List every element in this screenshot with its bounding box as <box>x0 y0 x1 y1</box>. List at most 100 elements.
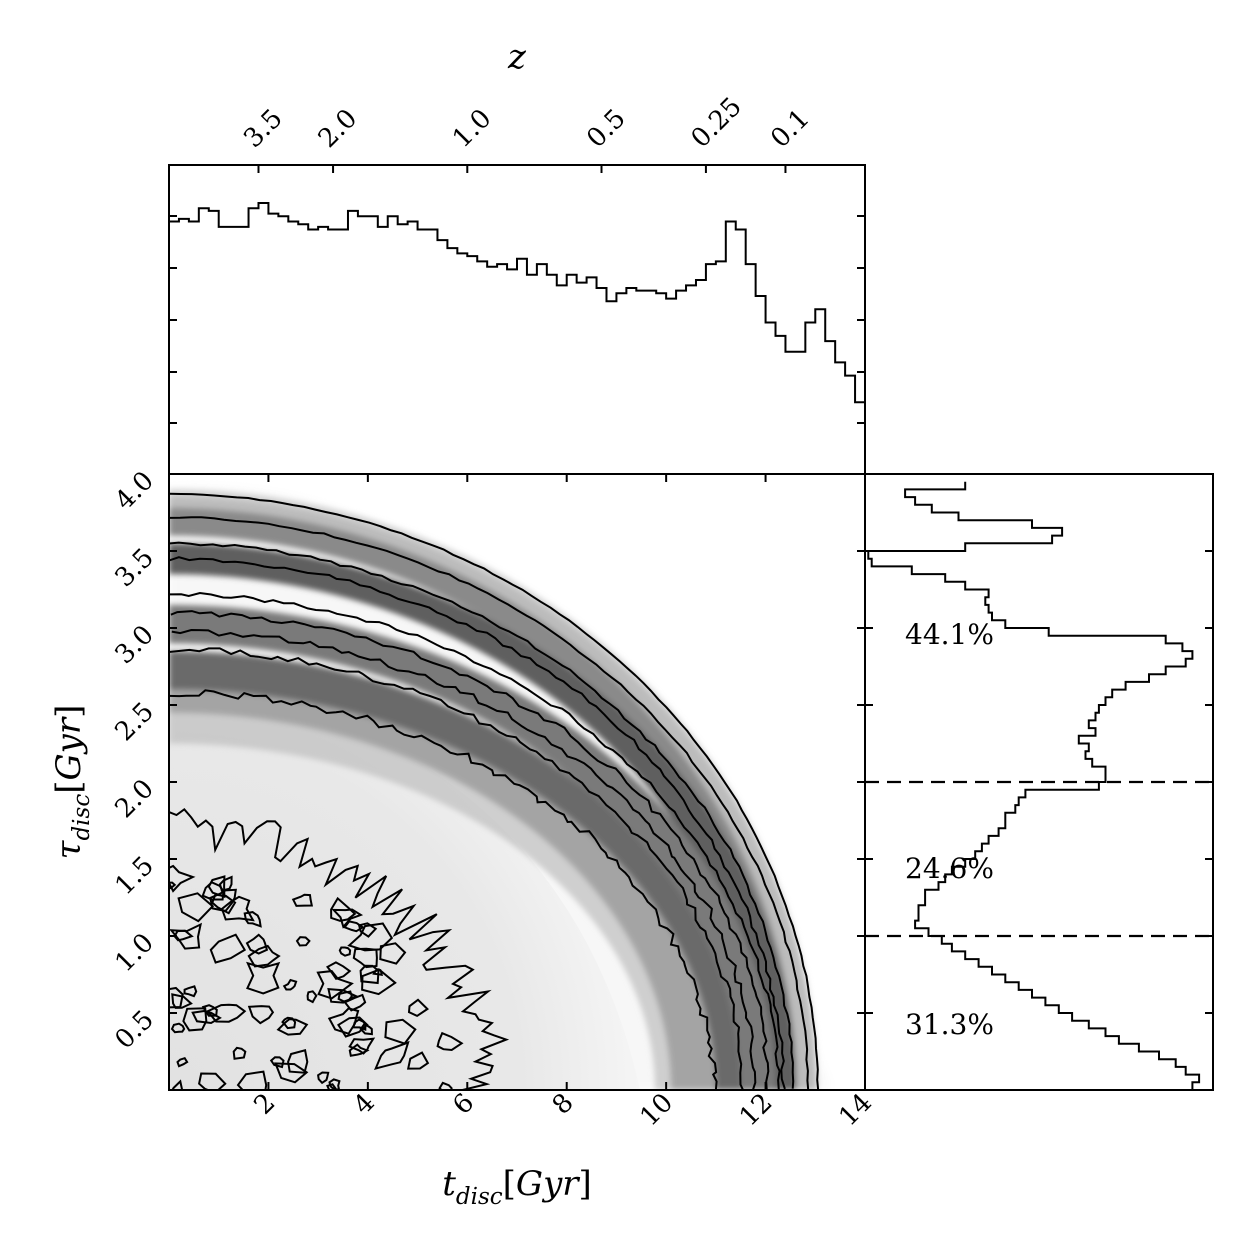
contour-blob <box>169 986 184 1009</box>
y-tick-labels: 0.5 1.0 1.5 2.0 2.5 3.0 3.5 4.0 <box>109 466 159 1055</box>
contour-blob <box>348 1043 370 1057</box>
right-histogram-panel: 44.1% 24.6% 31.3% <box>864 473 1214 1091</box>
density-ridge <box>169 604 776 1090</box>
contour-line <box>169 591 781 1090</box>
contour-blob <box>291 893 314 907</box>
right-panel-ticks <box>865 473 1213 1014</box>
contour-blob <box>171 1079 184 1090</box>
x-tick-label: 14 <box>833 1088 878 1133</box>
x-tick-labels: 2 4 6 8 10 12 14 <box>248 1088 877 1133</box>
contour-blob <box>338 946 352 957</box>
top-histogram-panel: 3.5 2.0 1.0 0.5 0.25 0.1 z <box>168 37 866 475</box>
contour-blob <box>246 961 281 995</box>
pct-label-top: 44.1% <box>905 618 994 651</box>
contour-line <box>169 647 745 1090</box>
z-tick-labels: 3.5 2.0 1.0 0.5 0.25 0.1 <box>238 92 815 154</box>
contour-line <box>169 492 820 1090</box>
pct-label-middle: 24.6% <box>905 852 994 885</box>
inner-contour-blobs <box>169 807 510 1090</box>
contour-blob <box>176 1057 189 1068</box>
contour-blob <box>438 1081 453 1090</box>
contour-blob <box>247 1005 275 1025</box>
y-tick-label: 4.0 <box>109 466 159 516</box>
contour-blob <box>406 1051 430 1070</box>
x-tick-label: 10 <box>634 1088 679 1133</box>
y-tick-label: 0.5 <box>109 1005 159 1055</box>
contour-blob <box>295 936 311 947</box>
contour-blob <box>182 1007 208 1032</box>
contour-blob <box>331 908 364 929</box>
contour-blob <box>274 1062 309 1084</box>
contour-blob <box>282 978 298 991</box>
density-contours <box>169 492 820 1090</box>
contour-blob <box>245 933 269 955</box>
y-tick-label: 1.0 <box>109 928 159 978</box>
contour-blob <box>326 1083 337 1090</box>
contour-blob <box>337 990 353 1003</box>
contour-blob <box>306 990 318 1004</box>
contour-line <box>170 610 770 1090</box>
contour-blob <box>170 1022 186 1034</box>
contour-blob <box>183 985 198 998</box>
contour-blob <box>330 896 357 922</box>
contour-blob <box>379 942 407 965</box>
contour-blob <box>218 875 233 892</box>
contour-blob <box>359 964 380 985</box>
y-tick-label: 1.5 <box>109 851 159 901</box>
contour-blob <box>327 1007 360 1035</box>
contour-blob <box>169 881 177 890</box>
right-dashed-lines <box>865 780 1213 938</box>
z-tick-label: 0.25 <box>686 92 748 154</box>
x-tick-label: 12 <box>734 1088 779 1133</box>
contour-blob <box>269 1056 285 1069</box>
contour-blob <box>372 968 383 977</box>
top-panel-ticks <box>169 165 865 424</box>
x-tick-label: 8 <box>547 1088 580 1121</box>
x-tick-label: 6 <box>447 1088 480 1121</box>
pct-label-bottom: 31.3% <box>905 1008 994 1041</box>
z-tick-label: 2.0 <box>313 103 363 153</box>
contour-blob <box>316 970 354 1000</box>
contour-blob <box>243 911 262 928</box>
contour-blob <box>325 961 352 980</box>
contour-line <box>171 628 757 1090</box>
top-panel-frame <box>168 164 866 475</box>
contour-blob <box>209 888 237 913</box>
right-panel-frame <box>864 473 1214 1091</box>
contour-blob <box>281 1016 297 1030</box>
z-tick-label: 0.5 <box>581 103 631 153</box>
contour-blob <box>171 993 193 1009</box>
contour-blob <box>436 1031 464 1052</box>
contour-blob <box>177 892 215 923</box>
contour-blob <box>206 1003 247 1023</box>
contour-blob <box>337 1016 369 1038</box>
main-density-panel: 2 4 6 8 10 12 14 0.5 1.0 1.5 2.0 2.5 3.0 3.5 4.0 tdis… <box>49 466 878 1210</box>
contour-line <box>169 689 718 1090</box>
z-tick-label: 1.0 <box>447 103 497 153</box>
contour-line <box>169 541 795 1089</box>
top-histogram-series <box>169 201 865 474</box>
contour-blob <box>343 920 365 933</box>
right-histogram-series <box>865 481 1201 1090</box>
contour-blob <box>373 1040 410 1070</box>
x-tick-label: 4 <box>348 1088 381 1121</box>
contour-blob <box>347 922 394 952</box>
x-tick-label: 2 <box>248 1088 281 1121</box>
contour-blob <box>232 1046 247 1060</box>
contour-line <box>169 556 786 1090</box>
z-axis-title: z <box>507 37 527 77</box>
contour-blob <box>198 1072 227 1090</box>
y-axis-title: τdisc[Gyr] <box>49 705 95 860</box>
y-tick-label: 3.0 <box>109 620 159 670</box>
z-tick-label: 3.5 <box>238 103 288 153</box>
y-tick-label: 3.5 <box>109 543 159 593</box>
contour-line <box>169 516 810 1090</box>
contour-blob <box>236 1070 268 1090</box>
x-axis-title: tdisc[Gyr] <box>442 1164 592 1210</box>
contour-blob <box>287 1049 309 1074</box>
inner-contour-boundary <box>169 807 510 1090</box>
contour-blob <box>169 864 196 893</box>
y-tick-label: 2.5 <box>109 697 159 747</box>
contour-blob <box>201 1004 218 1017</box>
